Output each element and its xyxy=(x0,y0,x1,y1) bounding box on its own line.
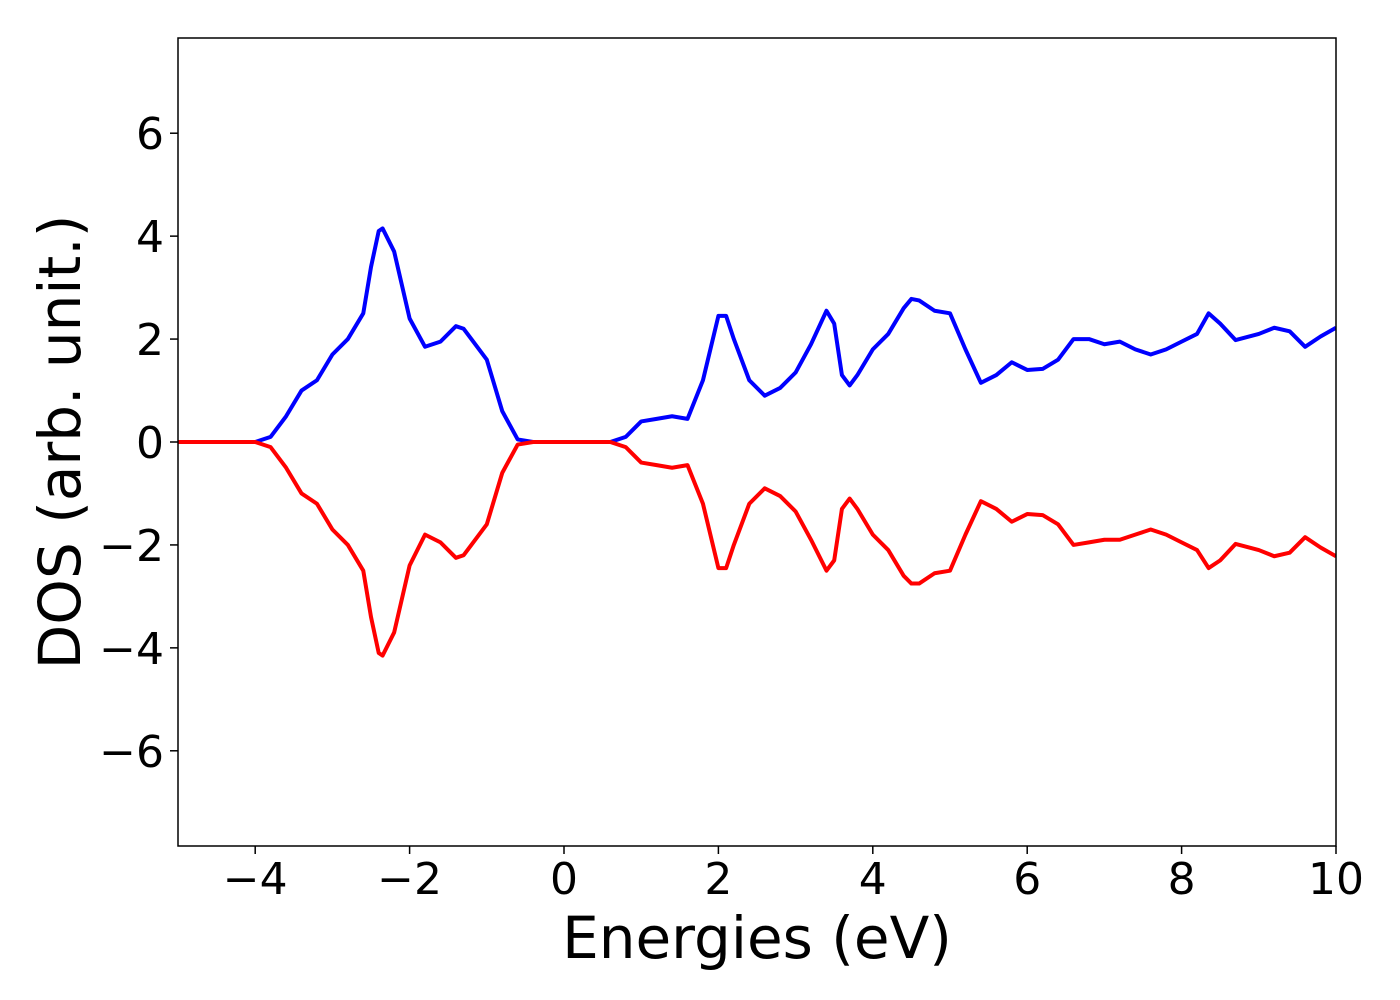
x-tick-label: −2 xyxy=(377,854,442,905)
series-line xyxy=(178,440,1336,658)
y-tick-label: −4 xyxy=(99,624,164,675)
x-tick-label: 6 xyxy=(1013,854,1041,905)
y-tick-label: 2 xyxy=(136,315,164,366)
series-line xyxy=(178,226,1336,444)
y-tick-label: 6 xyxy=(136,109,164,160)
x-tick-label: 8 xyxy=(1168,854,1196,905)
y-axis-label: DOS (arb. unit.) xyxy=(26,215,94,670)
x-axis-label: Energies (eV) xyxy=(562,904,952,972)
x-tick-label: 4 xyxy=(859,854,887,905)
x-tick-label: 10 xyxy=(1308,854,1364,905)
y-tick-label: −2 xyxy=(99,521,164,572)
y-tick-label: −6 xyxy=(99,727,164,778)
y-tick-label: 0 xyxy=(136,418,164,469)
x-tick-label: −4 xyxy=(223,854,288,905)
x-tick-label: 2 xyxy=(704,854,732,905)
plot-frame xyxy=(177,37,1337,847)
x-tick-label: 0 xyxy=(550,854,578,905)
y-tick-label: 4 xyxy=(136,212,164,263)
